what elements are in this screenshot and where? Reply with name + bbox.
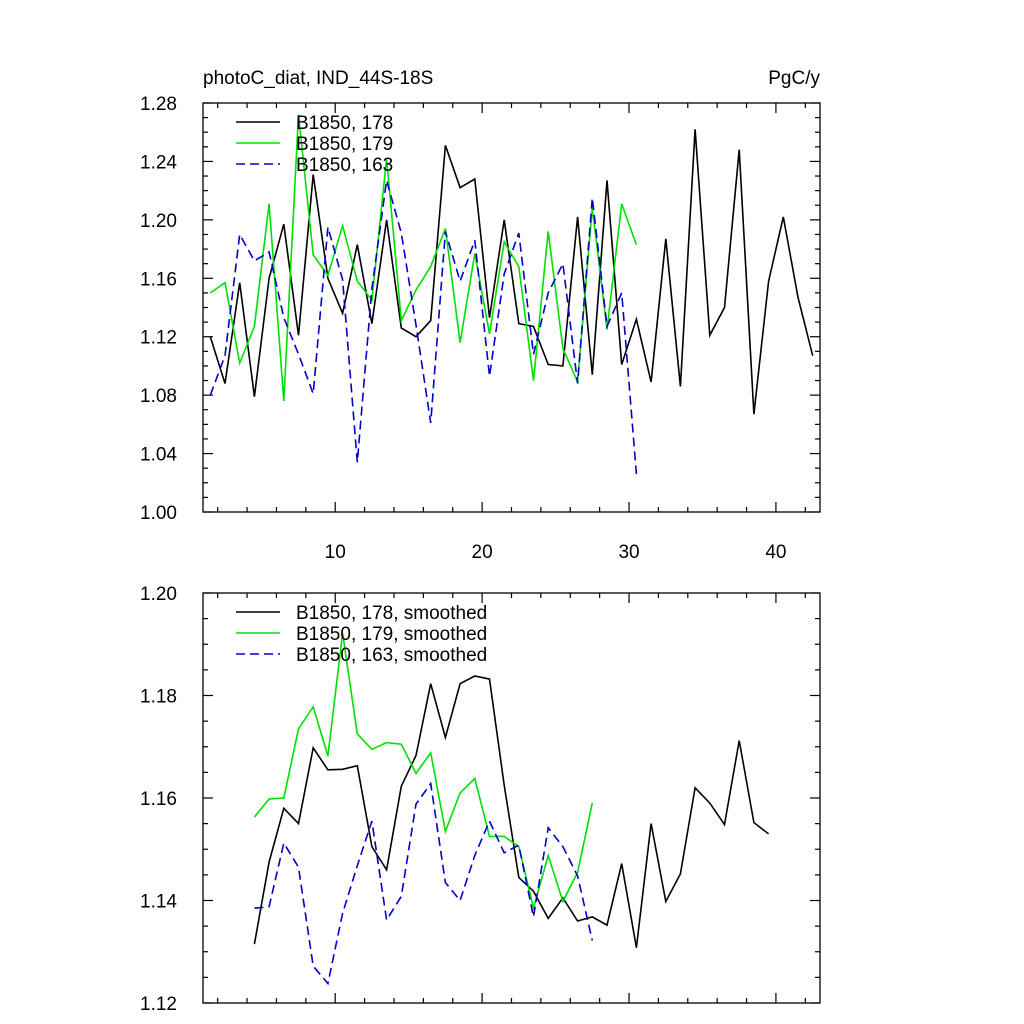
- top-panel: photoC_diat, IND_44S-18S PgC/y 1.001.041…: [140, 68, 821, 563]
- top-series-line-0: [209, 129, 814, 415]
- top-x-tick-label: 20: [472, 542, 493, 563]
- bottom-series-line-2: [254, 781, 594, 986]
- bottom-axis-ticks: 1.12 1.14 1.16 1.18 1.20: [140, 584, 820, 1015]
- top-x-tick-label: 10: [325, 542, 346, 563]
- top-x-tick-label: 30: [618, 542, 639, 563]
- bottom-legend-label-0: B1850, 178, smoothed: [296, 603, 487, 624]
- bottom-legend-label-1: B1850, 179, smoothed: [296, 624, 487, 645]
- top-legend-label-0: B1850, 178: [296, 113, 393, 134]
- top-x-tick-label: 40: [765, 542, 786, 563]
- top-chart-units: PgC/y: [768, 68, 820, 89]
- bottom-plot-frame: [202, 592, 821, 1004]
- top-legend-label-2: B1850, 163: [296, 155, 393, 176]
- bottom-series-lines: [253, 632, 770, 986]
- top-y-tick-label: 1.24: [140, 152, 177, 173]
- top-plot-frame: [202, 102, 821, 513]
- bottom-y-tick-label: 1.14: [140, 892, 177, 913]
- top-y-tick-label: 1.12: [140, 328, 177, 349]
- bottom-y-tick-label: 1.20: [140, 584, 177, 605]
- bottom-y-tick-label: 1.18: [140, 687, 177, 708]
- top-y-tick-label: 1.16: [140, 269, 177, 290]
- bottom-y-tick-label: 1.12: [140, 994, 177, 1015]
- top-y-tick-label: 1.08: [140, 386, 177, 407]
- top-series-line-2: [209, 180, 638, 475]
- top-y-tick-label: 1.20: [140, 211, 177, 232]
- bottom-panel: 1.12 1.14 1.16 1.18 1.20 B1850, 178, smoothe…: [140, 584, 821, 1015]
- top-legend-label-1: B1850, 179: [296, 134, 393, 155]
- top-y-tick-label: 1.28: [140, 94, 177, 115]
- top-series-lines: [209, 114, 814, 475]
- top-axis-ticks: 1.00 1.04 1.08 1.12 1.16 1.20 1.24 1.28 10 20 30 40: [140, 94, 820, 563]
- top-series-line-1: [209, 114, 638, 402]
- bottom-series-line-0: [253, 675, 770, 948]
- top-y-tick-label: 1.00: [140, 503, 177, 524]
- bottom-y-tick-label: 1.16: [140, 789, 177, 810]
- bottom-legend-label-2: B1850, 163, smoothed: [296, 645, 487, 666]
- top-y-tick-label: 1.04: [140, 445, 177, 466]
- top-chart-title: photoC_diat, IND_44S-18S: [203, 68, 433, 89]
